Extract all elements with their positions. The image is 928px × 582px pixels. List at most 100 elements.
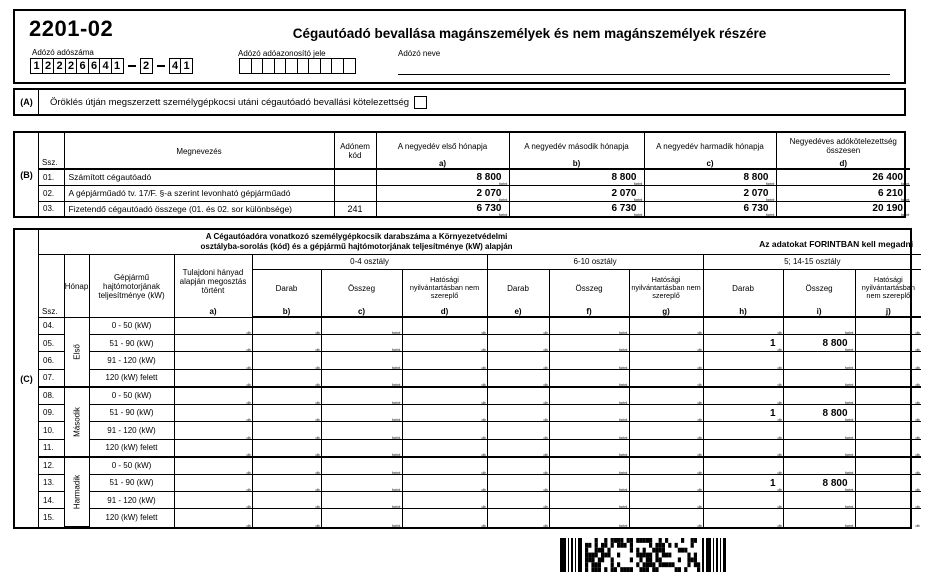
cell-12-h[interactable]: db <box>702 455 784 475</box>
tax-number-digit-box[interactable]: 4 <box>99 58 112 74</box>
cell-14-a[interactable]: db <box>173 491 253 510</box>
cell-10-b[interactable]: db <box>251 421 322 440</box>
cell-08-e[interactable]: db <box>486 385 550 405</box>
cell-08-i[interactable]: forint <box>782 385 856 405</box>
cell-15-a[interactable]: db <box>173 508 253 527</box>
cell-10-j[interactable]: db <box>854 421 922 440</box>
amount-cell-03-b[interactable]: 6 730 forint <box>508 200 645 216</box>
cell-08-g[interactable]: db <box>628 385 704 405</box>
cell-06-f[interactable]: forint <box>548 351 630 370</box>
tax-number-digit-box[interactable]: 1 <box>110 58 124 74</box>
cell-07-b[interactable]: db <box>251 368 322 388</box>
amount-cell-02-a[interactable]: 2 070 forint <box>375 184 510 202</box>
cell-08-a[interactable]: db <box>173 385 253 405</box>
cell-05-e[interactable]: db <box>486 333 550 353</box>
cell-11-e[interactable]: db <box>486 438 550 458</box>
cell-09-i[interactable]: 8 800 forint <box>782 403 856 423</box>
cell-04-e[interactable]: db <box>486 316 550 335</box>
cell-09-h[interactable]: 1 db <box>702 403 784 423</box>
cell-07-j[interactable]: db <box>854 368 922 388</box>
cell-04-b[interactable]: db <box>251 316 322 335</box>
cell-15-g[interactable]: db <box>628 508 704 527</box>
cell-14-d[interactable]: db <box>401 491 488 510</box>
cell-15-c[interactable]: forint <box>320 508 403 527</box>
cell-12-f[interactable]: forint <box>548 455 630 475</box>
cell-05-j[interactable]: db <box>854 333 922 353</box>
cell-06-b[interactable]: db <box>251 351 322 370</box>
tax-number-digit-box[interactable]: 2 <box>64 58 78 74</box>
cell-07-h[interactable]: db <box>702 368 784 388</box>
cell-07-e[interactable]: db <box>486 368 550 388</box>
inheritance-checkbox[interactable] <box>414 95 428 109</box>
cell-06-d[interactable]: db <box>401 351 488 370</box>
cell-08-d[interactable]: db <box>401 385 488 405</box>
amount-cell-02-c[interactable]: 2 070 forint <box>643 184 777 202</box>
cell-10-d[interactable]: db <box>401 421 488 440</box>
cell-11-a[interactable]: db <box>173 438 253 458</box>
cell-12-c[interactable]: forint <box>320 455 403 475</box>
cell-08-b[interactable]: db <box>251 385 322 405</box>
amount-cell-02-b[interactable]: 2 070 forint <box>508 184 645 202</box>
cell-10-g[interactable]: db <box>628 421 704 440</box>
cell-04-g[interactable]: db <box>628 316 704 335</box>
cell-11-f[interactable]: forint <box>548 438 630 458</box>
cell-08-c[interactable]: forint <box>320 385 403 405</box>
cell-10-f[interactable]: forint <box>548 421 630 440</box>
cell-06-i[interactable]: forint <box>782 351 856 370</box>
cell-10-e[interactable]: db <box>486 421 550 440</box>
cell-11-j[interactable]: db <box>854 438 922 458</box>
cell-14-g[interactable]: db <box>628 491 704 510</box>
tax-number-digit-box[interactable]: 1 <box>180 58 193 74</box>
cell-06-j[interactable]: db <box>854 351 922 370</box>
cell-13-a[interactable]: db <box>173 473 253 493</box>
cell-13-g[interactable]: db <box>628 473 704 493</box>
cell-09-j[interactable]: db <box>854 403 922 423</box>
cell-06-c[interactable]: forint <box>320 351 403 370</box>
tax-number-digit-box[interactable]: 2 <box>139 58 153 74</box>
cell-05-f[interactable]: forint <box>548 333 630 353</box>
cell-13-j[interactable]: db <box>854 473 922 493</box>
cell-04-h[interactable]: db <box>702 316 784 335</box>
cell-09-f[interactable]: forint <box>548 403 630 423</box>
cell-12-a[interactable]: db <box>173 455 253 475</box>
cell-04-f[interactable]: forint <box>548 316 630 335</box>
cell-11-b[interactable]: db <box>251 438 322 458</box>
cell-12-b[interactable]: db <box>251 455 322 475</box>
cell-12-i[interactable]: forint <box>782 455 856 475</box>
cell-11-h[interactable]: db <box>702 438 784 458</box>
cell-10-c[interactable]: forint <box>320 421 403 440</box>
cell-13-i[interactable]: 8 800 forint <box>782 473 856 493</box>
cell-09-c[interactable]: forint <box>320 403 403 423</box>
cell-07-a[interactable]: db <box>173 368 253 388</box>
cell-12-d[interactable]: db <box>401 455 488 475</box>
amount-cell-03-c[interactable]: 6 730 forint <box>643 200 777 216</box>
cell-09-e[interactable]: db <box>486 403 550 423</box>
amount-cell-02-d[interactable]: 6 210 forint <box>775 184 910 202</box>
cell-05-i[interactable]: 8 800 forint <box>782 333 856 353</box>
cell-06-h[interactable]: db <box>702 351 784 370</box>
cell-15-i[interactable]: forint <box>782 508 856 527</box>
cell-05-g[interactable]: db <box>628 333 704 353</box>
cell-08-j[interactable]: db <box>854 385 922 405</box>
cell-09-g[interactable]: db <box>628 403 704 423</box>
cell-04-a[interactable]: db <box>173 316 253 335</box>
cell-12-j[interactable]: db <box>854 455 922 475</box>
cell-08-h[interactable]: db <box>702 385 784 405</box>
cell-15-f[interactable]: forint <box>548 508 630 527</box>
cell-14-c[interactable]: forint <box>320 491 403 510</box>
amount-cell-01-b[interactable]: 8 800 forint <box>508 168 645 186</box>
cell-14-h[interactable]: db <box>702 491 784 510</box>
cell-09-d[interactable]: db <box>401 403 488 423</box>
cell-13-e[interactable]: db <box>486 473 550 493</box>
cell-15-d[interactable]: db <box>401 508 488 527</box>
cell-11-i[interactable]: forint <box>782 438 856 458</box>
cell-15-e[interactable]: db <box>486 508 550 527</box>
cell-04-i[interactable]: forint <box>782 316 856 335</box>
cell-14-e[interactable]: db <box>486 491 550 510</box>
cell-04-c[interactable]: forint <box>320 316 403 335</box>
cell-04-d[interactable]: db <box>401 316 488 335</box>
cell-14-b[interactable]: db <box>251 491 322 510</box>
cell-05-b[interactable]: db <box>251 333 322 353</box>
cell-05-a[interactable]: db <box>173 333 253 353</box>
cell-13-b[interactable]: db <box>251 473 322 493</box>
